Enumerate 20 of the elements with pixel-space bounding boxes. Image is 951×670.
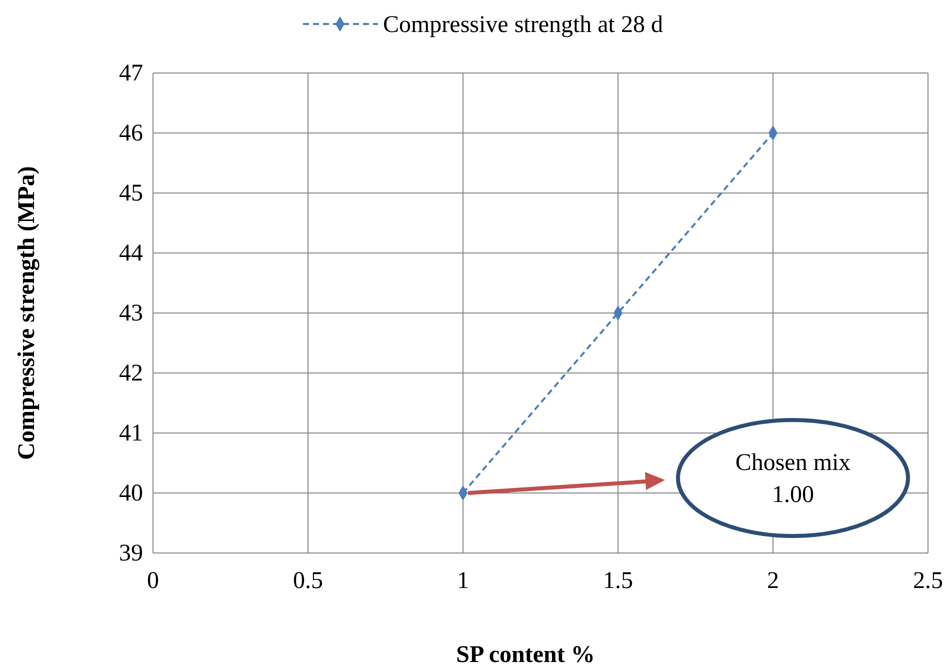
- y-tick-label: 47: [119, 60, 143, 87]
- annotation: Chosen mix 1.00: [735, 450, 851, 508]
- y-tick-label: 41: [119, 420, 143, 447]
- x-tick-label: 2.5: [913, 568, 943, 594]
- y-tick-label: 44: [119, 240, 143, 267]
- x-tick-label: 1: [457, 568, 469, 594]
- callout: Chosen mix 1.00: [676, 418, 910, 538]
- y-axis-title: Compressive strength (MPa): [14, 166, 40, 460]
- x-tick-label: 2: [767, 568, 779, 594]
- x-tick-label: 0: [147, 568, 159, 594]
- y-tick-label: 43: [119, 300, 143, 327]
- x-tick-label: 1.5: [603, 568, 633, 594]
- legend-label: Compressive strength at 28 d: [383, 12, 663, 38]
- y-tick-label: 40: [119, 480, 143, 507]
- y-tick-label: 45: [119, 180, 143, 207]
- x-tick-label: 0.5: [293, 568, 323, 594]
- y-tick-label: 42: [119, 360, 143, 387]
- y-tick-label: 46: [119, 120, 143, 147]
- y-tick-label: 39: [119, 540, 143, 567]
- x-axis-title: SP content %: [456, 642, 595, 668]
